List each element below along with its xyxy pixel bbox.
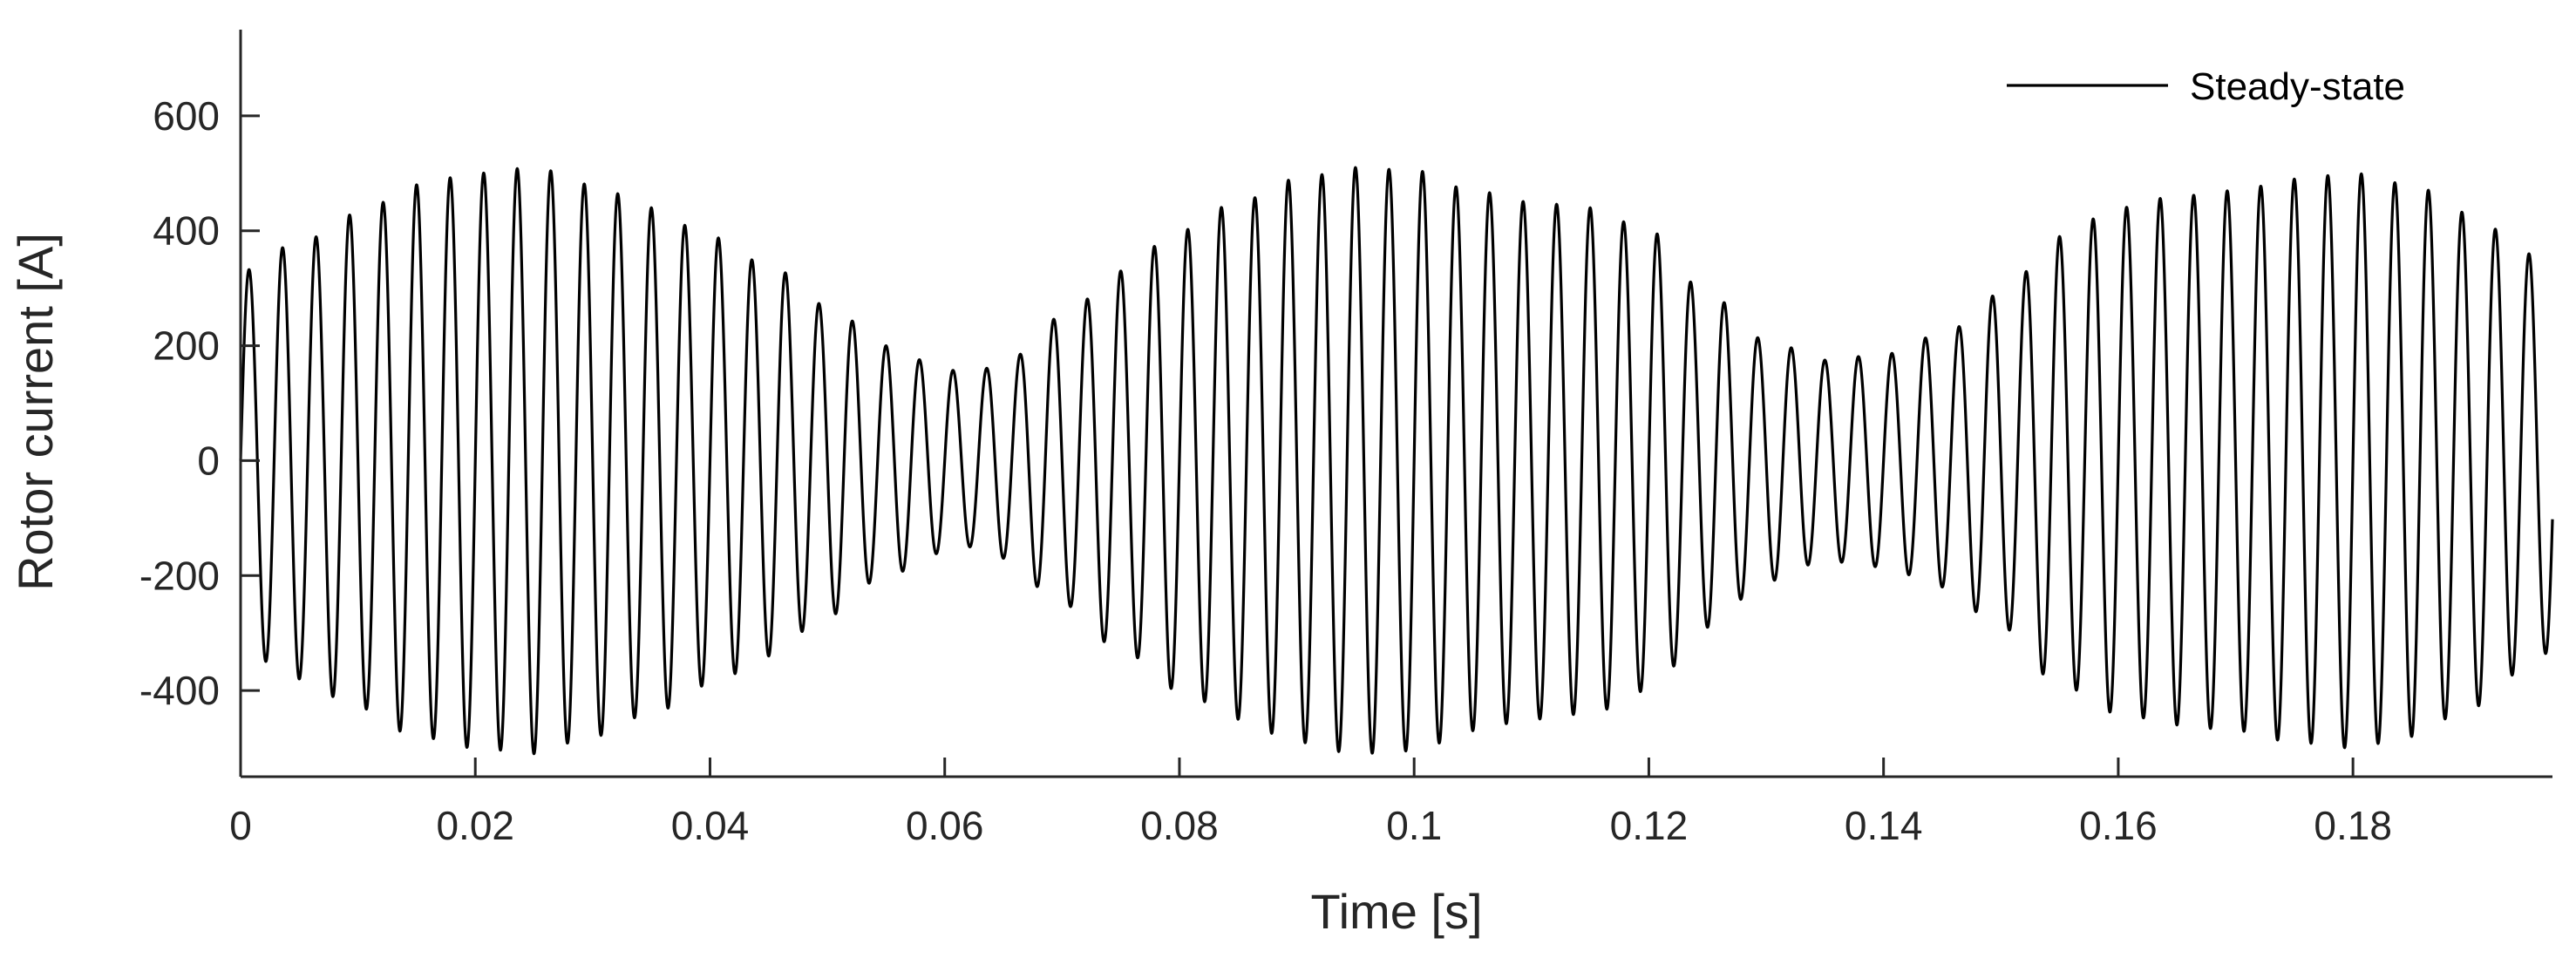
legend-label-steady-state: Steady-state (2190, 65, 2405, 108)
y-axis-label: Rotor current [A] (8, 233, 63, 591)
x-tick-label: 0 (229, 803, 252, 848)
y-tick-label: 200 (153, 323, 220, 369)
y-tick-label: -200 (139, 553, 220, 598)
axes: 0 0.02 0.04 0.06 0.08 0.1 0.12 0.14 0.16 0.18 -40… (139, 30, 2552, 848)
y-ticks: -400 -200 0 200 400 600 (139, 93, 260, 713)
x-tick-label: 0.18 (2314, 803, 2392, 848)
y-tick-label: 0 (197, 438, 220, 483)
y-tick-label: 600 (153, 93, 220, 139)
y-tick-label: -400 (139, 668, 220, 713)
x-tick-label: 0.08 (1140, 803, 1219, 848)
x-tick-label: 0.04 (671, 803, 750, 848)
y-tick-label: 400 (153, 208, 220, 254)
legend: Steady-state (2007, 65, 2405, 108)
x-axis-label: Time [s] (1310, 884, 1482, 939)
x-tick-label: 0.1 (1386, 803, 1442, 848)
x-tick-label: 0.14 (1845, 803, 1923, 848)
x-tick-label: 0.12 (1610, 803, 1689, 848)
plot-area (239, 166, 2554, 756)
x-tick-label: 0.16 (2079, 803, 2158, 848)
x-ticks: 0 0.02 0.04 0.06 0.08 0.1 0.12 0.14 0.16 0.18 (229, 758, 2392, 848)
series-line-steady-state (239, 166, 2554, 756)
x-tick-label: 0.02 (436, 803, 514, 848)
x-tick-label: 0.06 (906, 803, 984, 848)
